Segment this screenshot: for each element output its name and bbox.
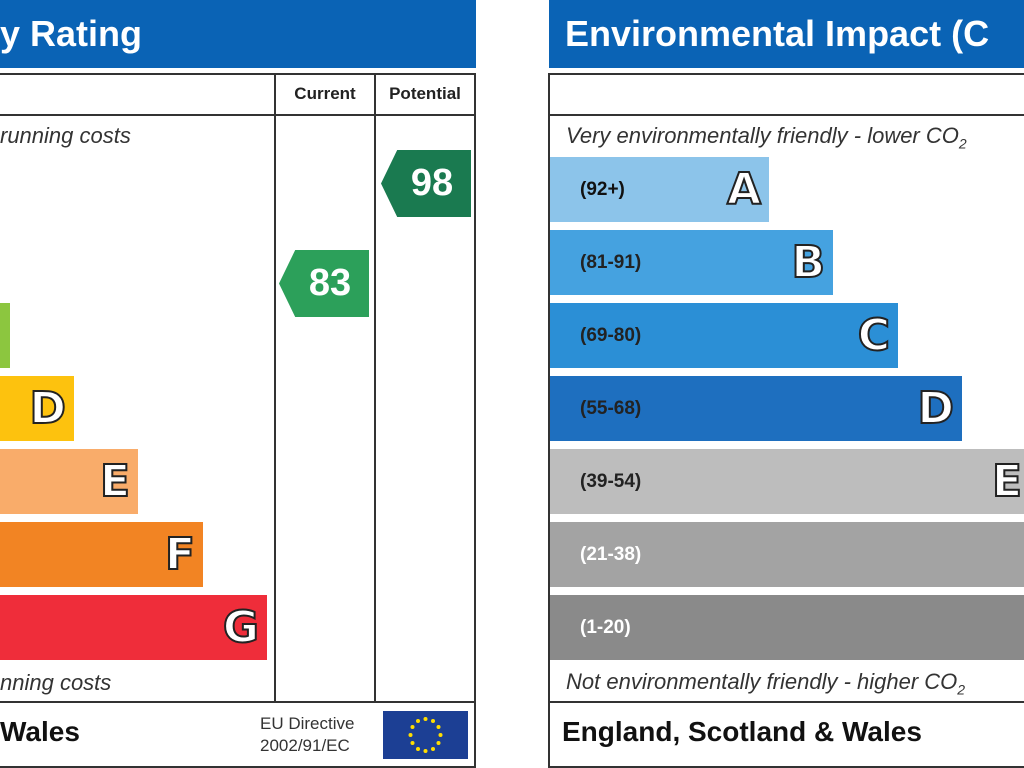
border bbox=[0, 701, 476, 703]
band-letter: D bbox=[28, 382, 67, 435]
right-title: Environmental Impact (C bbox=[549, 0, 1024, 68]
band-bar: (92+) A bbox=[550, 157, 769, 222]
band-range: (21-38) bbox=[580, 544, 642, 565]
band-range: (69-80) bbox=[580, 325, 642, 346]
top-note: running costs bbox=[0, 123, 131, 148]
band-letter: E bbox=[991, 455, 1023, 508]
band-range: (92+) bbox=[580, 179, 625, 200]
border bbox=[549, 114, 1024, 116]
border bbox=[549, 73, 1024, 75]
band-bar: (21-38) bbox=[550, 522, 1024, 587]
band-letter: F bbox=[164, 528, 196, 581]
bottom-note: nning costs bbox=[0, 670, 112, 695]
border bbox=[549, 701, 1024, 703]
eu-flag bbox=[383, 711, 468, 759]
border bbox=[0, 114, 476, 116]
directive: EU Directive 2002/91/EC bbox=[260, 713, 354, 757]
directive-line: 2002/91/EC bbox=[260, 736, 350, 755]
column-header: Current bbox=[294, 84, 356, 103]
note-sub: 2 bbox=[958, 135, 967, 152]
note-sub: 2 bbox=[957, 681, 966, 698]
band-letter: G bbox=[222, 601, 260, 654]
band-range: (81-91) bbox=[580, 252, 642, 273]
band-bar bbox=[0, 522, 203, 587]
band-letter: E bbox=[99, 455, 131, 508]
band-bar: (55-68) D bbox=[550, 376, 962, 441]
footer-region: England, Scotland & Wales bbox=[562, 716, 922, 747]
bottom-note: Not environmentally friendly - higher CO… bbox=[566, 669, 965, 697]
footer-region: Wales bbox=[0, 716, 80, 747]
band-bar bbox=[0, 303, 10, 368]
band-bar bbox=[0, 449, 138, 514]
band-bar bbox=[0, 376, 74, 441]
border bbox=[548, 73, 550, 768]
note-text: Not environmentally friendly - higher CO bbox=[566, 669, 958, 694]
border bbox=[0, 766, 476, 768]
border bbox=[274, 73, 276, 703]
current-rating: 83 bbox=[279, 250, 369, 317]
band-bar: (39-54) E bbox=[550, 449, 1024, 514]
band-bar: (69-80) C bbox=[550, 303, 898, 368]
left-title: y Rating bbox=[0, 0, 476, 68]
border bbox=[474, 73, 476, 768]
band-letter: C bbox=[857, 309, 891, 362]
border bbox=[0, 73, 476, 75]
band-range: (39-54) bbox=[580, 471, 642, 492]
band-range: (1-20) bbox=[580, 617, 631, 638]
top-note: Very environmentally friendly - lower CO… bbox=[566, 123, 967, 151]
note-text: Very environmentally friendly - lower CO bbox=[566, 123, 959, 148]
border bbox=[374, 73, 376, 703]
border bbox=[549, 766, 1024, 768]
band-range: (55-68) bbox=[580, 398, 642, 419]
directive-line: EU Directive bbox=[260, 714, 355, 733]
band-bar: (1-20) bbox=[550, 595, 1024, 660]
band-letter: A bbox=[726, 163, 762, 216]
band-bar: (81-91) B bbox=[550, 230, 833, 295]
band-letter: B bbox=[790, 236, 826, 289]
column-header: Potential bbox=[389, 84, 461, 103]
potential-rating: 98 bbox=[381, 150, 471, 217]
band-bar bbox=[0, 595, 267, 660]
band-letter: D bbox=[916, 382, 955, 435]
